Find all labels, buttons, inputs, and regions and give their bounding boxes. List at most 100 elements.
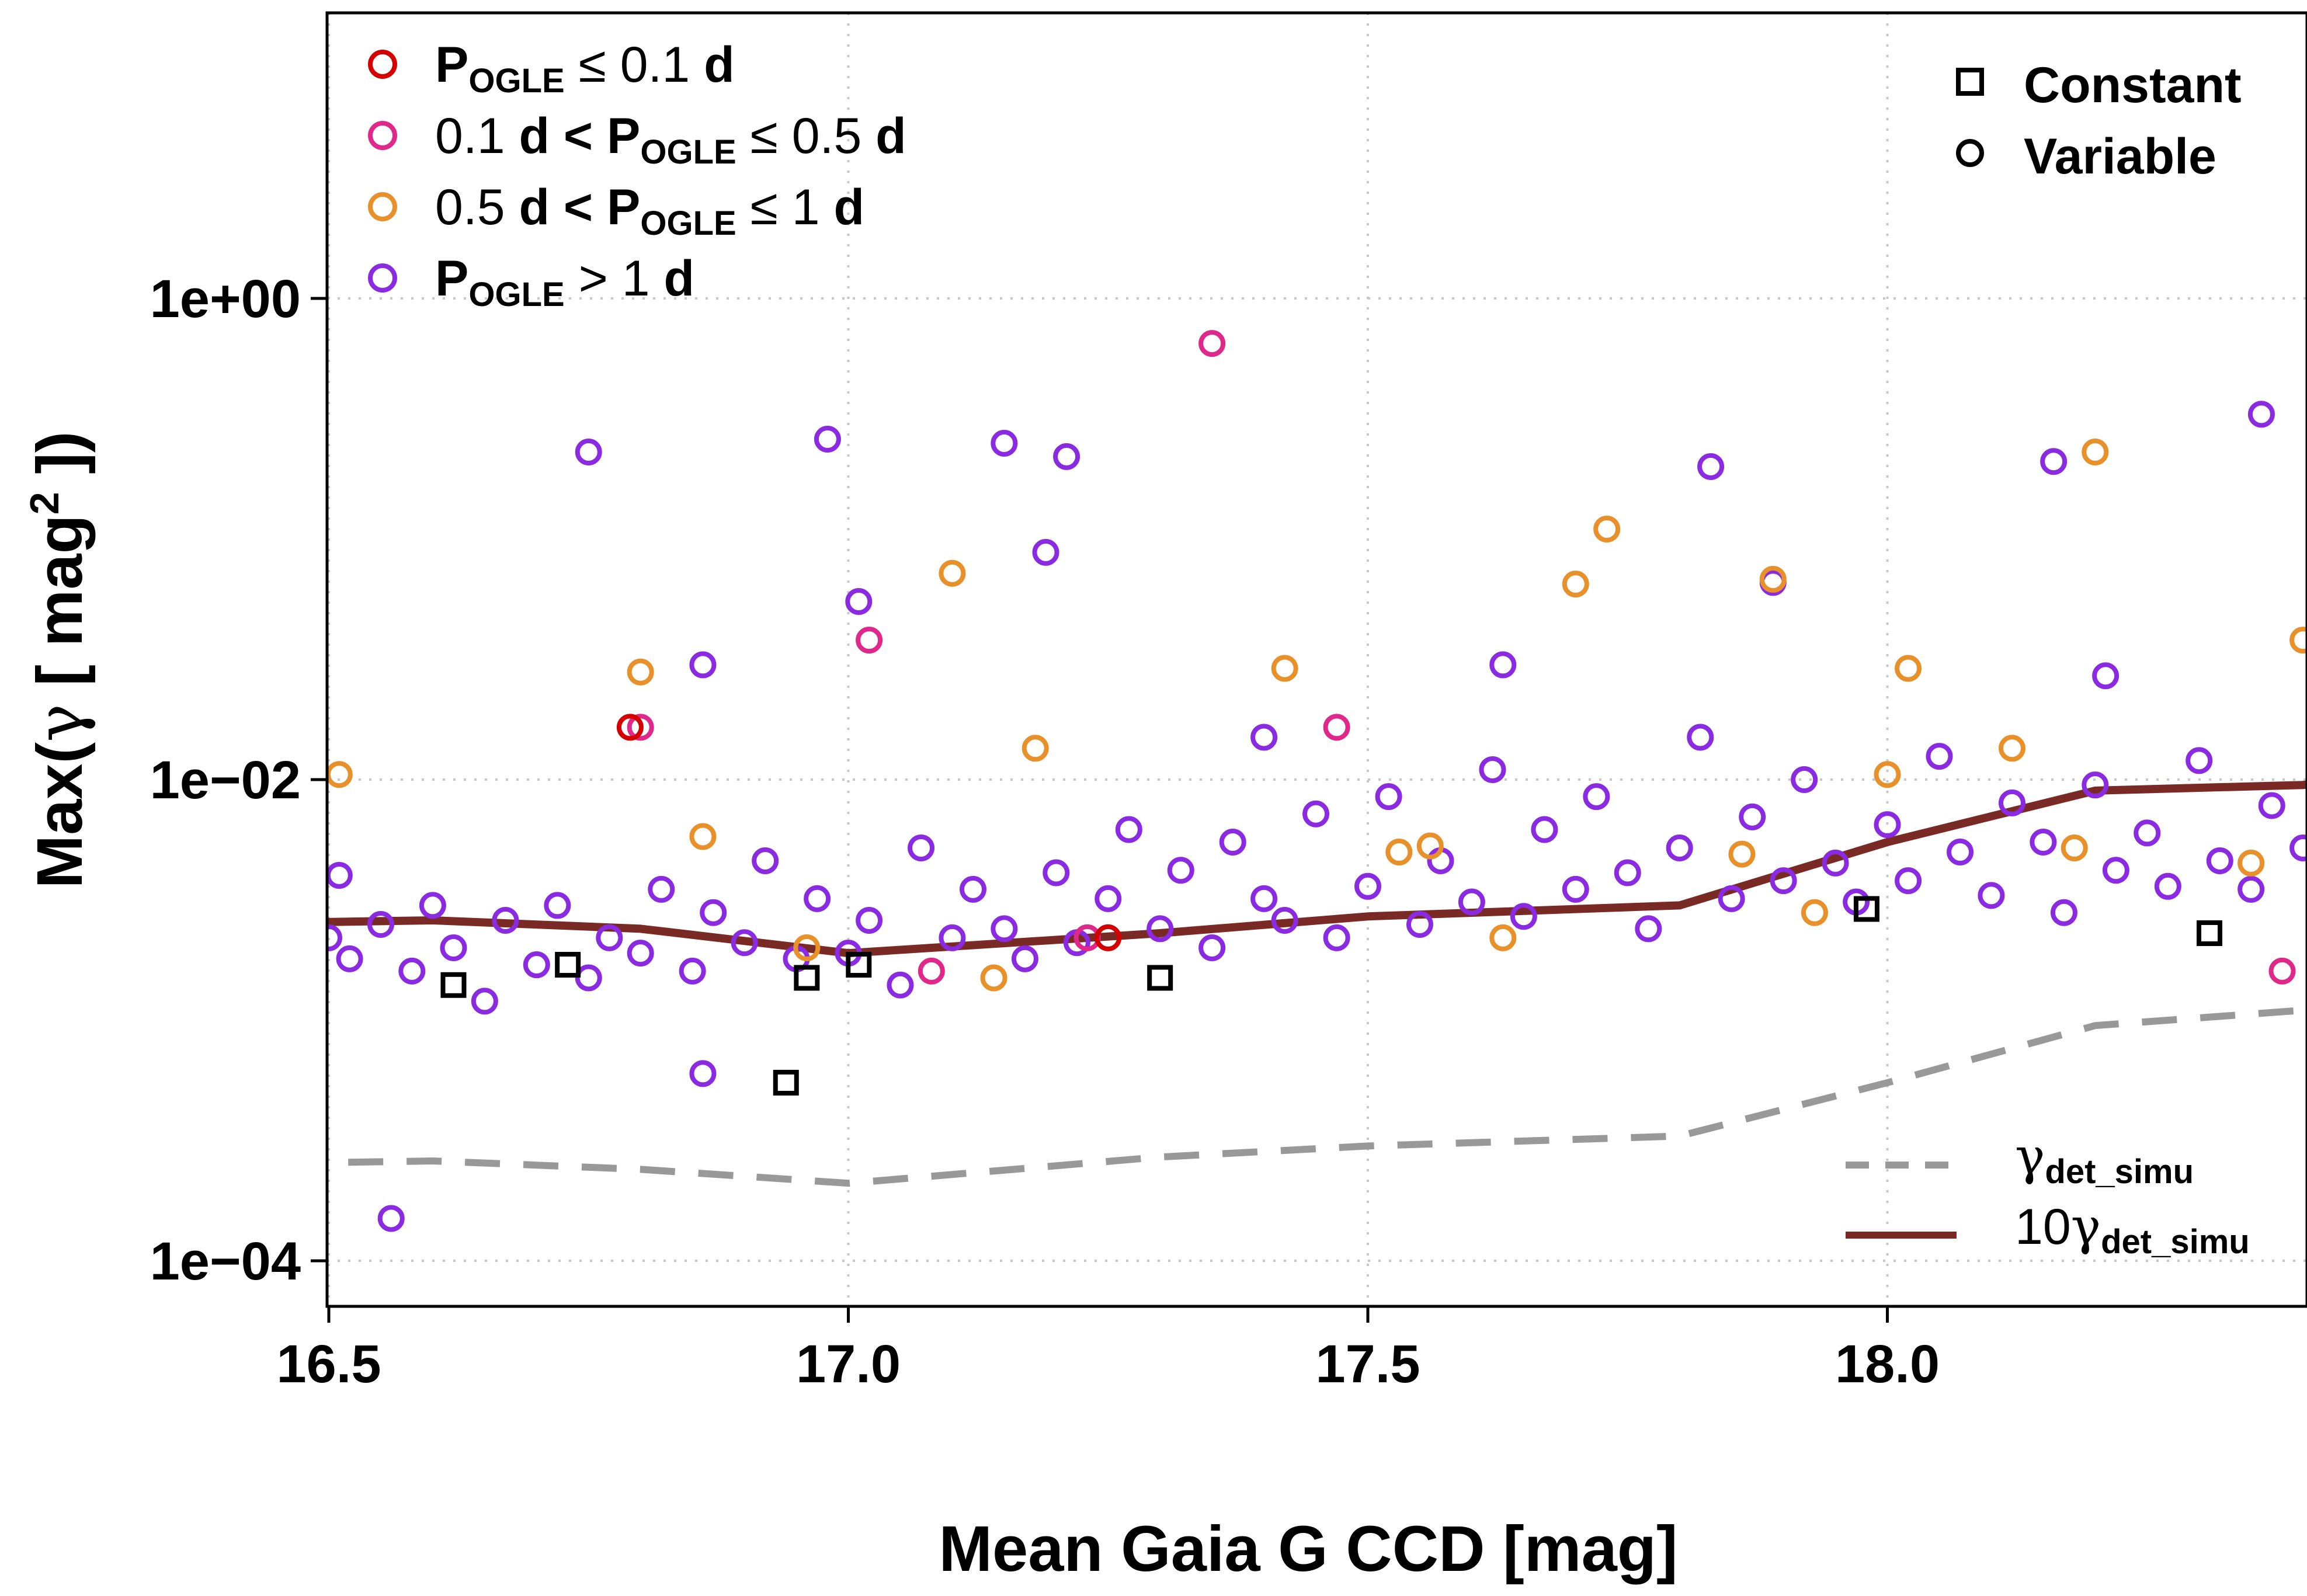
legend-p: P bbox=[435, 37, 468, 93]
data-point-p-gt-1 bbox=[1998, 789, 2025, 816]
legend-p: P bbox=[607, 108, 640, 164]
scatter-points bbox=[327, 330, 2307, 1232]
data-point-p-0-1-0-5 bbox=[918, 957, 945, 985]
data-point-p-gt-1 bbox=[1895, 867, 1922, 895]
data-point-p-gt-1 bbox=[1250, 885, 1278, 912]
data-point-p-gt-1 bbox=[1375, 783, 1402, 811]
legend-unit: d bbox=[833, 179, 864, 235]
data-point-p-gt-1 bbox=[856, 907, 883, 934]
data-point-p-gt-1 bbox=[1167, 857, 1194, 884]
legend-unit: d bbox=[519, 108, 550, 164]
legend-line-label: 10γdet_simu bbox=[2015, 1198, 2250, 1261]
data-point-p-gt-1 bbox=[1323, 924, 1350, 951]
x-tick-label: 17.0 bbox=[796, 1334, 901, 1394]
data-point-p-gt-1 bbox=[627, 940, 654, 967]
data-point-p-gt-1 bbox=[679, 957, 706, 985]
data-point-p-gt-1 bbox=[1614, 859, 1641, 886]
data-point-constant bbox=[773, 1069, 799, 1096]
data-point-p-gt-1 bbox=[523, 951, 550, 979]
data-point-p-gt-1 bbox=[2289, 834, 2307, 862]
data-point-p-gt-1 bbox=[991, 430, 1018, 457]
data-point-p-gt-1 bbox=[1354, 872, 1381, 900]
data-point-constant bbox=[440, 972, 467, 998]
legend-p: P bbox=[435, 251, 468, 307]
data-point-p-gt-1 bbox=[596, 924, 623, 951]
data-point-p-gt-1 bbox=[2102, 857, 2129, 884]
data-point-p-gt-1 bbox=[377, 1205, 405, 1232]
data-point-p-0-1-0-5 bbox=[1198, 330, 1226, 357]
legend-unit: d bbox=[875, 108, 906, 164]
data-point-p-gt-1 bbox=[1926, 743, 1953, 770]
data-point-p-gt-1 bbox=[845, 587, 873, 615]
data-point-p-gt-1 bbox=[1479, 756, 1506, 783]
legend-marker-p-gt-1 bbox=[368, 263, 397, 293]
y-tick-label: 1e−04 bbox=[150, 1232, 301, 1291]
legend-label: 0.1 d < POGLE ≤ 0.5 d bbox=[435, 108, 906, 171]
legend-label: Variable bbox=[2024, 128, 2216, 185]
legend-range: ≤ 0.5 bbox=[736, 108, 875, 164]
data-point-p-0-5-1 bbox=[2237, 849, 2265, 877]
y-tick-label: 1e+00 bbox=[150, 269, 301, 329]
data-point-p-0-5-1 bbox=[689, 823, 717, 850]
data-point-p-gt-1 bbox=[804, 885, 831, 912]
data-point-p-0-5-1 bbox=[939, 559, 966, 587]
data-point-p-gt-1 bbox=[1666, 834, 1693, 862]
legend-sub: OGLE bbox=[640, 133, 736, 171]
data-point-p-0-5-1 bbox=[1998, 735, 2025, 762]
data-point-p-gt-1 bbox=[2247, 401, 2275, 428]
legend-label: POGLE > 1 d bbox=[435, 251, 694, 314]
legend-line-sub: det_simu bbox=[2045, 1153, 2194, 1191]
data-point-p-gt-1 bbox=[991, 915, 1018, 943]
data-point-p-gt-1 bbox=[887, 971, 914, 999]
data-point-p-gt-1 bbox=[1770, 867, 1797, 895]
data-point-p-0-1-0-5 bbox=[856, 627, 883, 654]
data-point-p-gt-1 bbox=[1562, 875, 1589, 903]
legend-range: ≤ 0.1 bbox=[565, 37, 704, 93]
data-point-p-gt-1 bbox=[959, 875, 986, 903]
data-point-p-gt-1 bbox=[1146, 915, 1174, 943]
legend-unit: d bbox=[704, 37, 735, 93]
legend-lt: < bbox=[550, 179, 607, 235]
legend-line-prefix: 10 bbox=[2015, 1199, 2071, 1255]
data-point-p-0-5-1 bbox=[2289, 627, 2307, 654]
axes: 16.517.017.518.018.519.019.520.01e+001e−… bbox=[150, 269, 1940, 1394]
data-point-p-gt-1 bbox=[1978, 882, 2005, 909]
data-point-p-gt-1 bbox=[814, 426, 841, 453]
data-point-p-gt-1 bbox=[2040, 448, 2068, 475]
data-point-p-gt-1 bbox=[1011, 945, 1038, 972]
legend-marker-square bbox=[1956, 68, 1984, 96]
legend-sub: OGLE bbox=[468, 276, 564, 314]
data-point-p-gt-1 bbox=[1043, 859, 1070, 886]
data-point-p-gt-1 bbox=[2082, 771, 2109, 799]
data-point-p-gt-1 bbox=[1219, 828, 1246, 856]
x-tick-label: 18.0 bbox=[1835, 1334, 1940, 1394]
data-point-p-gt-1 bbox=[1791, 766, 1818, 793]
legend-range-start: 0.5 bbox=[435, 179, 519, 235]
data-point-p-gt-1 bbox=[1718, 885, 1745, 912]
data-point-p-gt-1 bbox=[336, 945, 363, 972]
data-point-p-gt-1 bbox=[1822, 849, 1849, 877]
data-point-p-gt-1 bbox=[939, 924, 966, 951]
legend-range: > 1 bbox=[565, 251, 664, 307]
data-point-p-0-5-1 bbox=[1874, 761, 1901, 788]
y-tick-label: 1e−02 bbox=[150, 750, 301, 810]
y-axis-title-prefix: Max( bbox=[24, 742, 96, 889]
legend-marker-p-0-1-0-5 bbox=[368, 121, 397, 150]
x-axis-title: Mean Gaia G CCD [mag] bbox=[939, 1513, 1677, 1585]
data-point-constant bbox=[846, 952, 872, 978]
data-point-p-gt-1 bbox=[367, 911, 394, 938]
data-point-p-0-5-1 bbox=[2061, 834, 2088, 862]
data-point-p-gt-1 bbox=[908, 834, 935, 862]
legend-line-gamma: γ bbox=[2071, 1198, 2101, 1256]
legend-marker-circle bbox=[1956, 139, 1984, 167]
data-point-p-gt-1 bbox=[752, 847, 779, 874]
y-axis-title-unit: [ mag bbox=[24, 514, 96, 704]
data-point-p-0-5-1 bbox=[1801, 899, 1828, 926]
data-point-p-gt-1 bbox=[1032, 538, 1059, 566]
data-point-p-0-5-1 bbox=[1385, 839, 1413, 866]
data-point-p-gt-1 bbox=[2134, 819, 2161, 847]
data-point-p-gt-1 bbox=[1687, 724, 1714, 751]
legend-label: 0.5 d < POGLE ≤ 1 d bbox=[435, 179, 864, 242]
legend-line-sub: det_simu bbox=[2101, 1223, 2250, 1261]
data-point-p-0-1-0-5 bbox=[2268, 957, 2296, 985]
